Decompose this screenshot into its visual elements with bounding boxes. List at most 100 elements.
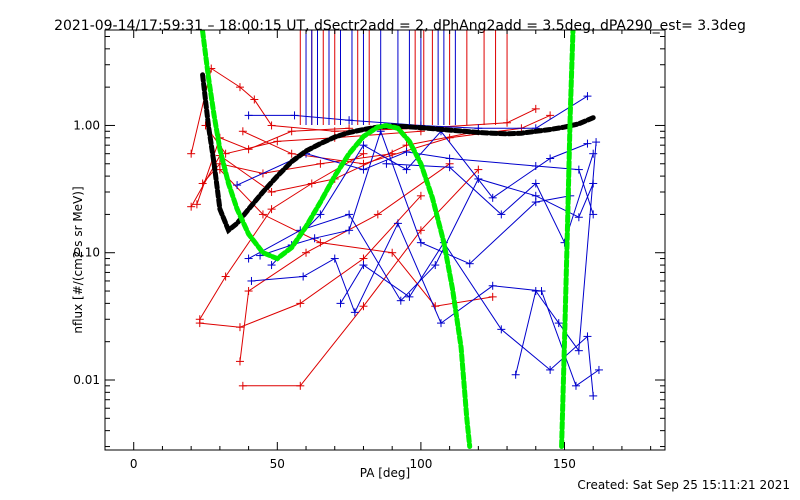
blue-5-point [233,181,242,190]
red-6-point [235,357,244,366]
blue-6-point [290,111,299,120]
red-8-point [250,95,259,104]
red-8-point [531,104,540,113]
blue-4-line [251,222,600,387]
blue-4-point [594,365,603,374]
blue-1-point [244,254,253,263]
blue-5-point [531,162,540,171]
blue-5-point [402,147,411,156]
blue-3-point [416,238,425,247]
blue-2-point [546,154,555,163]
blue-7-point [589,391,598,400]
red-2-point [359,149,368,158]
red-11-point [238,127,247,136]
model-curve [200,30,473,449]
red-7-point [235,323,244,332]
blue-2-point [583,139,592,148]
blue-4-point [350,308,359,317]
blue-1-point [431,261,440,270]
blue-4-point [330,254,339,263]
blue-6-point [583,92,592,101]
red-9-point [267,188,276,197]
y-tick-label: 0.10 [73,246,100,260]
red-5-point [359,302,368,311]
blue-7-line [340,241,594,396]
blue-7-point [583,332,592,341]
blue-5-point [359,165,368,174]
blue-3-point [465,259,474,268]
blue-7-point [497,325,506,334]
red-2-line [199,153,364,320]
red-7-point [416,191,425,200]
blue-5-line [236,151,594,215]
red-8-point [267,121,276,130]
blue-4-point [488,281,497,290]
blue-9-point [574,346,583,355]
red-2-point [221,272,230,281]
red-10-point [388,248,397,257]
red-3-point [316,159,325,168]
plot-frame [104,29,666,451]
blue-8-point [445,163,454,172]
blue-9-point [531,287,540,296]
red-11-point [445,133,454,142]
blue-5-point [445,154,454,163]
blue-6-point [244,111,253,120]
x-tick-label: 0 [130,457,138,471]
red-9-point [187,202,196,211]
blue-9-point [592,138,601,147]
blue-2-point [267,261,276,270]
red-7-point [195,319,204,328]
blue-7-point [336,299,345,308]
blue-2-point [488,193,497,202]
red-6-point [373,210,382,219]
blue-9-point [554,319,563,328]
blue-2-point [402,165,411,174]
red-6-point [302,248,311,257]
blue-6-line [248,95,588,129]
blue-7-point [546,365,555,374]
red-8-point [330,127,339,136]
blue-4-point [571,381,580,390]
footer-created: Created: Sat Sep 25 15:11:21 2021 [577,478,790,492]
model-curve [559,30,576,449]
red-5-point [296,381,305,390]
blue-8-point [589,149,598,158]
red-7-point [296,299,305,308]
blue-2-point [359,141,368,150]
blue-7-point [405,292,414,301]
blue-4-point [437,319,445,328]
red-1-point [192,200,201,209]
red-5-point [416,226,425,235]
red-4-point [273,137,282,146]
red-10-point [258,210,267,219]
x-axis-label: PA [deg] [360,466,410,480]
y-axis-label: nflux [#/(cm2 s sr MeV)] [71,186,85,333]
blue-2-point [316,210,325,219]
y-tick-label: 0.01 [73,373,100,387]
red-5-line [242,169,479,387]
blue-4-point [299,272,308,281]
blue-1-point [574,213,583,222]
blue-4-point [247,276,256,285]
red-10-point [316,238,325,247]
red-11-point [287,149,296,158]
red-1-point [287,127,296,136]
x-tick-label: 150 [553,457,576,471]
x-tick-label: 50 [270,457,285,471]
blue-3-point [531,198,540,207]
blue-1-point [345,210,354,219]
blue-8-point [382,159,391,168]
blue-8-point [531,179,540,188]
red-2-point [267,205,276,214]
blue-8-point [497,210,506,219]
blue-9-point [511,370,520,379]
blue-7-point [359,261,368,270]
blue-4-point [393,219,402,228]
red-11-point [546,111,555,120]
x-tick-label: 100 [409,457,432,471]
y-tick-label: 1.00 [73,118,100,132]
red-5-point [238,381,247,390]
blue-3-point [310,234,319,243]
